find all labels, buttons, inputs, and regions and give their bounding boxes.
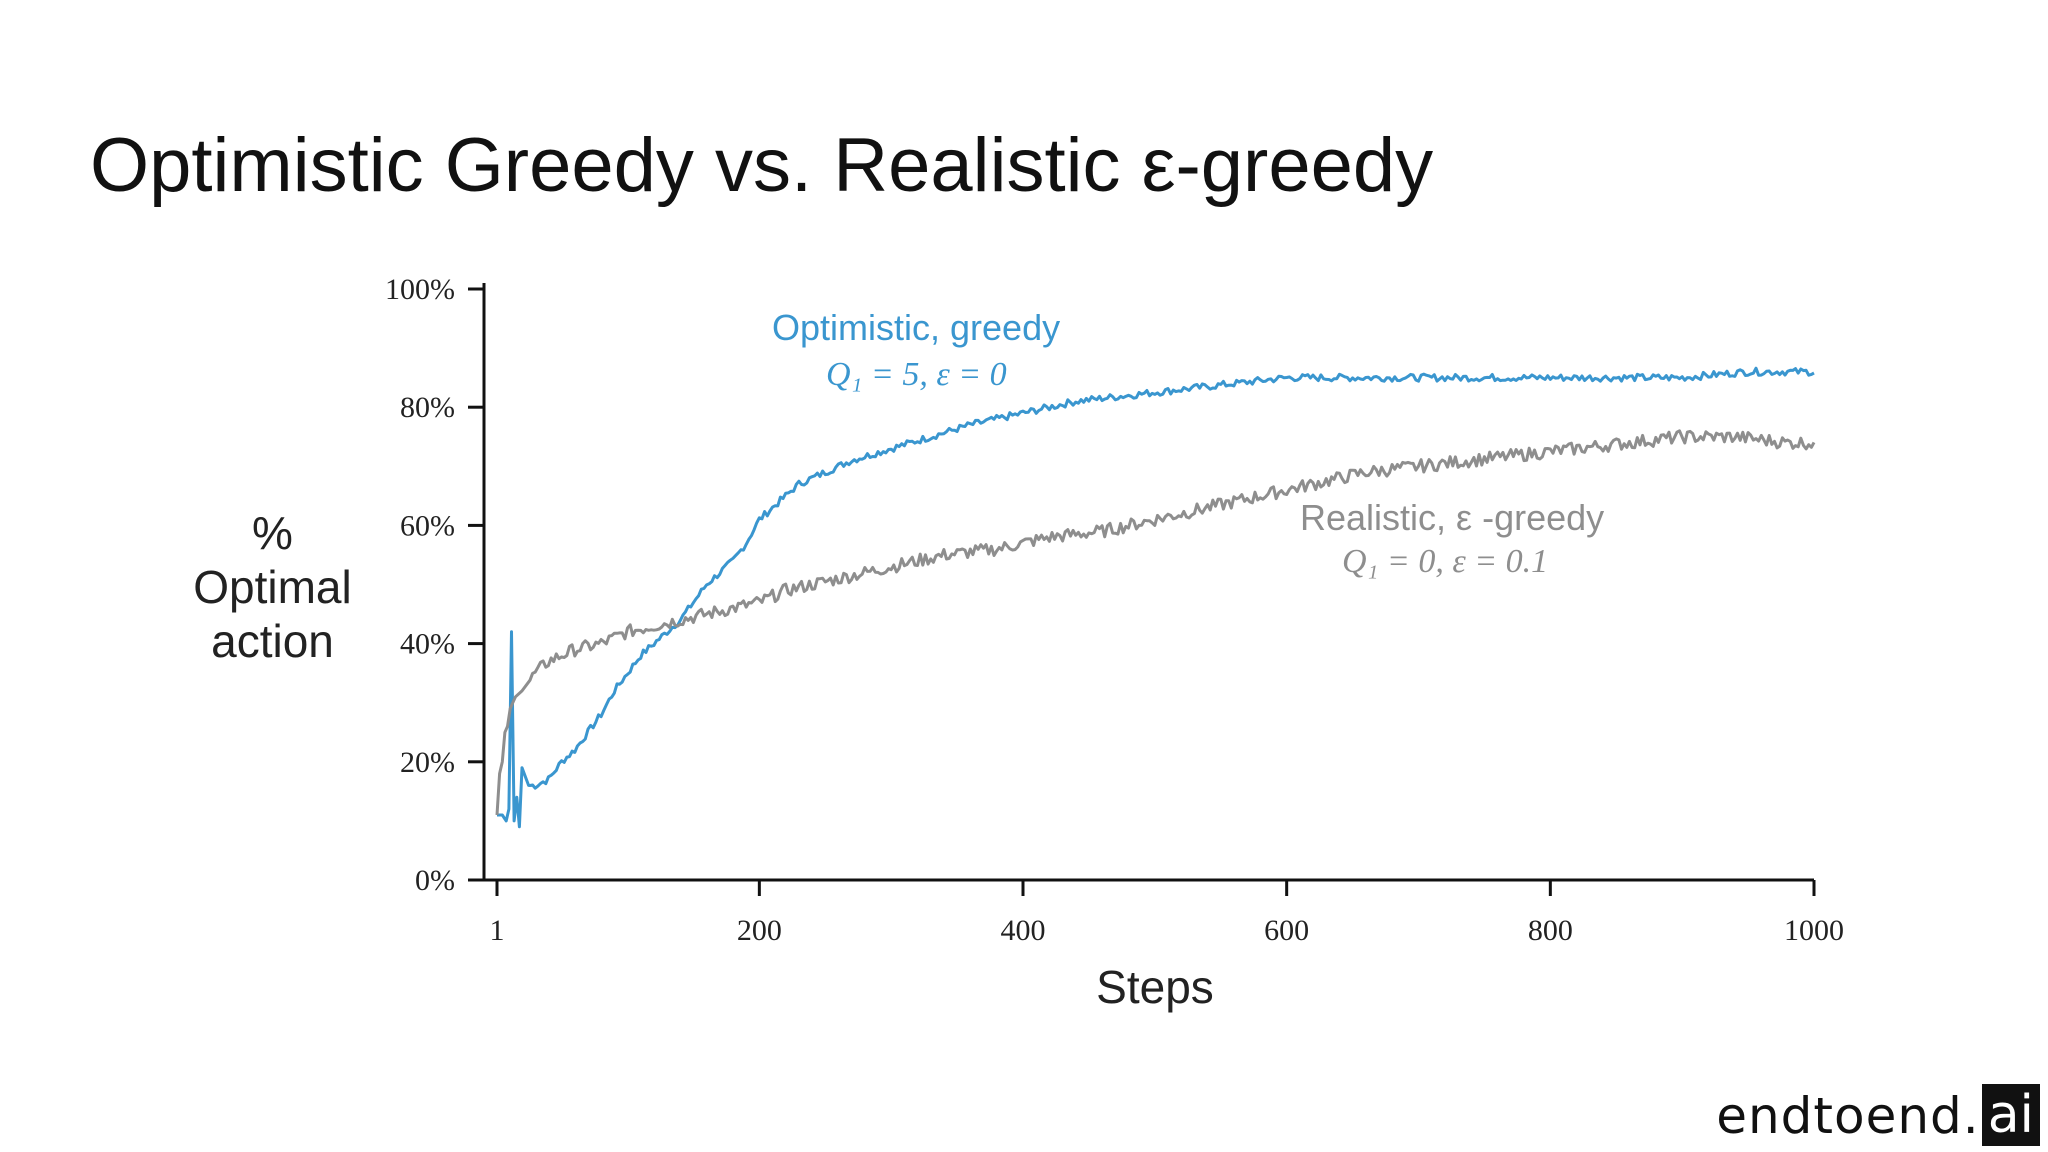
- y-axis-label: % Optimal action: [160, 506, 385, 668]
- x-tick-label: 400: [1001, 914, 1046, 947]
- x-tick-label: 1000: [1784, 914, 1844, 947]
- logo-ai-box: ai: [1981, 1084, 2040, 1146]
- x-tick-label: 800: [1528, 914, 1573, 947]
- y-tick-label: 40%: [400, 628, 455, 661]
- y-ticks-group: 0% 20% 40% 60% 80% 100%: [385, 273, 484, 897]
- optimistic-series-params: Q₁ = 5, ε = 0: [826, 356, 1007, 393]
- x-tick-label: 600: [1264, 914, 1309, 947]
- y-tick-label: 80%: [400, 391, 455, 424]
- x-ticks-group: 1 200 400 600 800 1000: [490, 880, 1844, 947]
- y-tick-label: 60%: [400, 509, 455, 542]
- realistic-series-params: Q₁ = 0, ε = 0.1: [1342, 543, 1549, 580]
- optimistic-series-line: [497, 366, 1815, 829]
- realistic-series-label: Realistic, ε -greedy: [1300, 497, 1605, 538]
- y-tick-label: 20%: [400, 746, 455, 779]
- y-axis-label-line-1: %: [252, 507, 293, 559]
- x-axis-label: Steps: [1096, 961, 1214, 1013]
- series-lines-group: [495, 366, 1816, 829]
- x-tick-label: 1: [490, 914, 505, 947]
- optimistic-series-label: Optimistic, greedy: [772, 307, 1061, 348]
- y-tick-label: 100%: [385, 273, 455, 306]
- y-axis-label-line-2: Optimal: [193, 561, 352, 613]
- realistic-series-line: [495, 429, 1816, 816]
- y-tick-label: 0%: [415, 864, 455, 897]
- endtoend-logo: endtoend. ai: [1716, 1076, 2040, 1146]
- x-tick-label: 200: [737, 914, 782, 947]
- slide-title: Optimistic Greedy vs. Realistic ε-greedy: [90, 123, 1434, 208]
- logo-text: endtoend.: [1716, 1087, 1980, 1145]
- y-axis-label-line-3: action: [211, 615, 334, 667]
